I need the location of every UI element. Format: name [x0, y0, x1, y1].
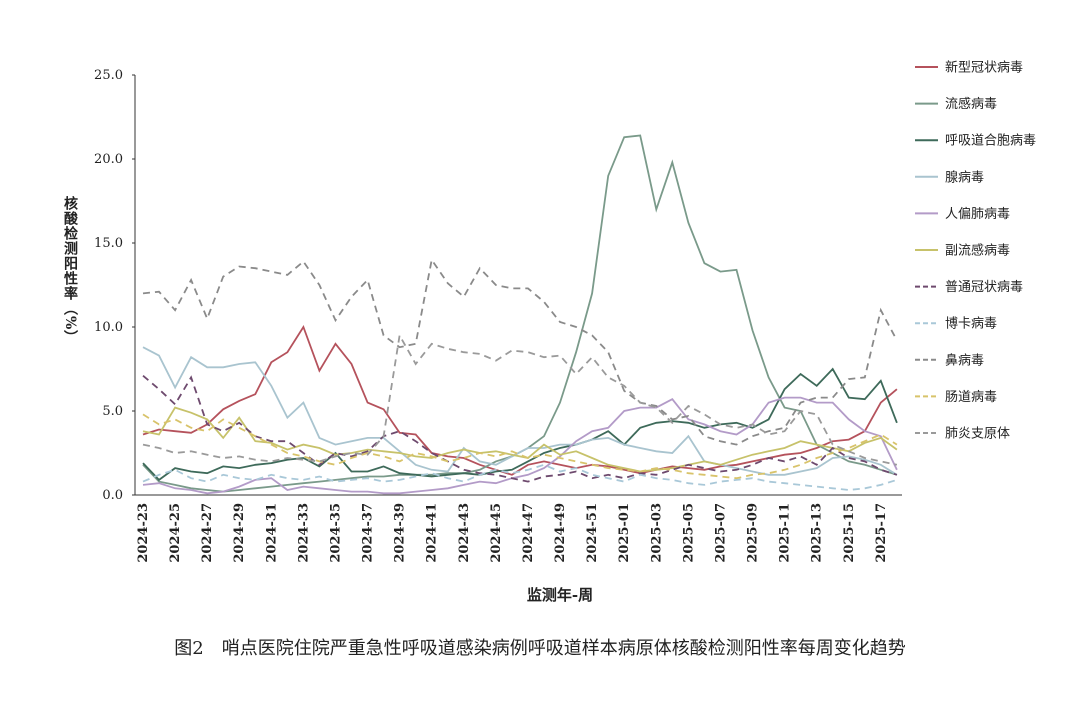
x-tick-label: 2024-29	[232, 503, 247, 563]
series-line	[142, 367, 898, 482]
x-tick-label: 2025-13	[810, 503, 825, 563]
x-tick-label: 2025-05	[681, 503, 696, 563]
legend-label: 新型冠状病毒	[945, 60, 1023, 76]
series-line	[142, 257, 898, 446]
x-tick-label: 2024-23	[136, 503, 151, 563]
legend-label: 流感病毒	[945, 96, 997, 112]
x-tick-label: 2024-49	[553, 503, 568, 563]
series-line	[142, 375, 898, 483]
legend-label: 肠道病毒	[945, 390, 997, 405]
y-axis-label: 核酸检测阳性率（%）	[62, 196, 78, 346]
y-tick-label: 5.0	[102, 404, 123, 419]
y-tick-label: 10.0	[94, 320, 123, 335]
x-tick-label: 2025-01	[617, 503, 632, 563]
x-tick-label: 2024-25	[168, 503, 183, 563]
x-tick-label: 2025-17	[874, 503, 889, 563]
series-line	[142, 463, 898, 491]
y-tick-label: 15.0	[94, 236, 123, 251]
series-line	[142, 406, 898, 473]
x-tick-label: 2025-15	[842, 503, 857, 563]
x-tick-label: 2024-45	[489, 503, 504, 563]
y-tick-label: 25.0	[94, 68, 123, 83]
x-tick-label: 2024-47	[521, 503, 536, 563]
series-line	[142, 396, 898, 495]
series-line	[142, 413, 898, 480]
legend-label: 博卡病毒	[945, 317, 997, 332]
legend-label: 腺病毒	[945, 170, 984, 185]
x-tick-label: 2025-09	[746, 503, 761, 563]
legend-label: 鼻病毒	[945, 352, 984, 368]
x-tick-label: 2025-11	[778, 503, 793, 563]
x-tick-label: 2025-03	[649, 503, 664, 563]
series-line	[142, 324, 898, 476]
x-tick-label: 2024-35	[328, 503, 343, 563]
series-line	[142, 332, 898, 466]
x-tick-label: 2024-33	[296, 503, 311, 563]
legend-label: 呼吸道合胞病毒	[945, 134, 1036, 149]
series-line	[142, 134, 898, 493]
legend-label: 副流感病毒	[945, 243, 1010, 259]
x-tick-label: 2024-41	[425, 503, 440, 563]
legend-label: 人偏肺病毒	[945, 207, 1010, 222]
x-axis-label: 监测年-周	[527, 586, 593, 604]
caption: 图2 哨点医院住院严重急性呼吸道感染病例呼吸道样本病原体核酸检测阳性率每周变化趋…	[174, 638, 906, 659]
x-tick-label: 2024-31	[264, 503, 279, 563]
x-tick-label: 2024-37	[361, 503, 376, 563]
x-tick-label: 2025-07	[713, 503, 728, 563]
y-tick-label: 20.0	[94, 152, 123, 167]
x-tick-label: 2024-39	[393, 503, 408, 563]
x-tick-label: 2024-27	[200, 503, 215, 563]
y-tick-label: 0.0	[102, 488, 123, 503]
x-tick-label: 2024-51	[585, 503, 600, 563]
series-line	[142, 346, 898, 476]
x-tick-label: 2024-43	[457, 503, 472, 563]
legend-label: 肺炎支原体	[945, 427, 1010, 442]
legend-label: 普通冠状病毒	[945, 280, 1023, 295]
